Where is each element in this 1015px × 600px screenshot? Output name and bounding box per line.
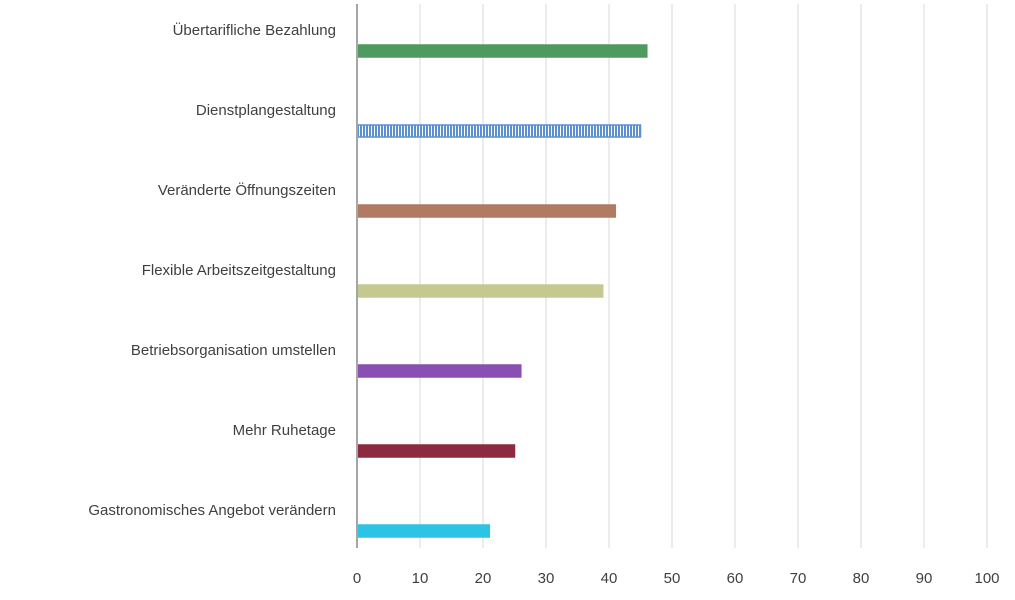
bar	[356, 204, 617, 218]
x-tick-label: 40	[601, 570, 618, 587]
category-label: Mehr Ruhetage	[233, 422, 336, 439]
category-label: Veränderte Öffnungszeiten	[158, 181, 336, 199]
x-tick-label: 70	[790, 570, 807, 587]
bar	[356, 124, 642, 138]
grid-layer	[419, 4, 988, 548]
x-tick-label: 90	[916, 570, 933, 587]
bar	[356, 364, 522, 378]
x-tick-label: 30	[538, 570, 555, 587]
bar	[356, 44, 648, 58]
x-tick-label: 100	[974, 570, 999, 587]
bar	[356, 524, 491, 538]
bar	[356, 284, 604, 298]
x-tick-label: 0	[353, 570, 361, 587]
bar	[356, 444, 516, 458]
x-tick-label: 10	[412, 570, 429, 587]
x-tick-label: 80	[853, 570, 870, 587]
category-label: Dienstplangestaltung	[196, 102, 336, 119]
category-label: Gastronomisches Angebot verändern	[88, 502, 336, 519]
tick-layer: 0 10 20 30 40 50 60 70 80 90 100	[353, 570, 1000, 587]
category-label: Übertarifliche Bezahlung	[173, 21, 336, 39]
label-layer: Übertarifliche Bezahlung Dienstplangestal…	[88, 21, 336, 519]
x-tick-label: 20	[475, 570, 492, 587]
category-label: Betriebsorganisation umstellen	[131, 342, 336, 359]
x-tick-label: 50	[664, 570, 681, 587]
x-tick-label: 60	[727, 570, 744, 587]
bar-layer	[356, 44, 648, 538]
category-label: Flexible Arbeitszeitgestaltung	[142, 262, 336, 279]
